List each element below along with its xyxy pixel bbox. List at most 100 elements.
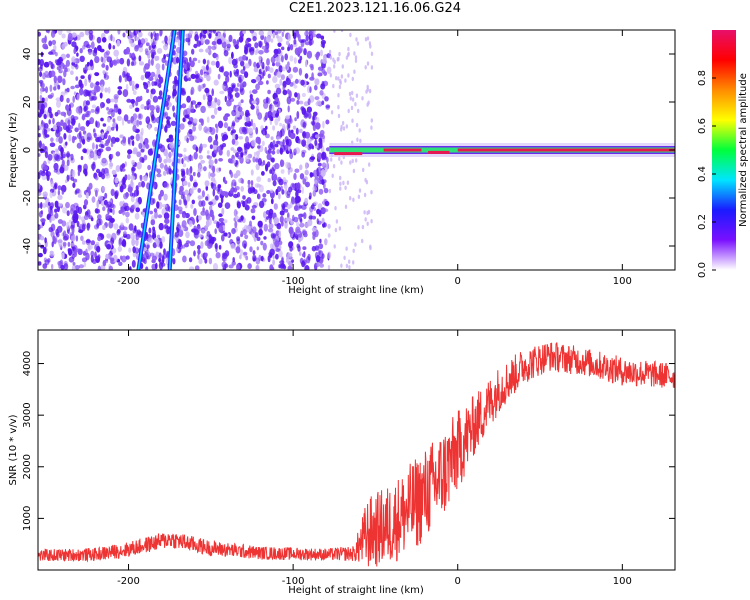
speckle-dot <box>62 207 68 214</box>
speckle-dot <box>356 137 359 142</box>
speckle-dot <box>220 65 225 73</box>
speckle-dot <box>221 41 227 49</box>
speckle-dot <box>297 138 301 144</box>
speckle-dot <box>330 157 333 162</box>
speckle-dot <box>260 62 264 67</box>
speckle-dot <box>285 217 292 222</box>
speckle-dot <box>97 45 102 51</box>
speckle-dot <box>306 106 312 113</box>
speckle-dot <box>245 255 249 261</box>
speckle-dot <box>113 49 119 57</box>
speckle-dot <box>236 263 240 270</box>
speckle-dot <box>267 178 271 183</box>
speckle-dot <box>275 87 282 95</box>
speckle-dot <box>165 152 169 160</box>
speckle-dot <box>130 175 136 181</box>
speckle-dot <box>320 169 326 177</box>
speckle-dot <box>78 122 81 131</box>
speckle-dot <box>265 210 271 215</box>
speckle-dot <box>262 193 267 198</box>
speckle-dot <box>266 216 269 220</box>
speckle-dot <box>61 191 64 195</box>
speckle-dot <box>286 204 291 210</box>
speckle-dot <box>279 215 284 223</box>
speckle-dot <box>230 171 234 178</box>
speckle-dot <box>312 231 317 237</box>
speckle-dot <box>231 261 236 266</box>
speckle-dot <box>299 128 303 134</box>
speckle-dot <box>178 229 184 238</box>
speckle-dot <box>267 73 271 79</box>
speckle-dot <box>38 172 41 180</box>
speckle-dot <box>276 48 282 55</box>
speckle-dot <box>48 40 53 47</box>
speckle-dot <box>309 63 314 68</box>
speckle-dot <box>352 248 355 253</box>
speckle-dot <box>262 70 266 77</box>
speckle-dot <box>67 119 71 126</box>
speckle-dot <box>330 110 334 115</box>
speckle-dot <box>363 192 367 198</box>
speckle-dot <box>132 228 136 234</box>
speckle-dot <box>320 49 323 57</box>
speckle-dot <box>121 117 125 126</box>
y-tick-label: 4000 <box>22 351 33 376</box>
speckle-dot <box>279 210 285 216</box>
speckle-dot <box>369 44 372 49</box>
speckle-dot <box>223 115 228 122</box>
speckle-dot <box>255 97 260 106</box>
speckle-dot <box>94 56 100 64</box>
page-title: C2E1.2023.121.16.06.G24 <box>288 1 462 16</box>
speckle-dot <box>96 200 99 209</box>
speckle-dot <box>181 213 187 219</box>
speckle-dot <box>361 238 364 244</box>
speckle-dot <box>208 257 213 265</box>
speckle-dot <box>40 210 44 215</box>
speckle-dot <box>348 91 352 97</box>
speckle-dot <box>212 189 216 197</box>
speckle-dot <box>241 34 244 42</box>
speckle-dot <box>87 244 93 250</box>
speckle-dot <box>93 86 99 94</box>
speckle-dot <box>128 266 132 270</box>
speckle-dot <box>127 136 131 145</box>
speckle-dot <box>156 78 160 87</box>
speckle-dot <box>206 59 210 66</box>
speckle-dot <box>186 70 190 79</box>
x-tick-label: -200 <box>117 576 140 587</box>
speckle-dot <box>294 117 297 122</box>
speckle-dot <box>356 41 360 46</box>
speckle-dot <box>156 33 159 41</box>
speckle-dot <box>126 154 131 159</box>
speckle-dot <box>294 196 299 204</box>
speckle-dot <box>318 243 324 250</box>
speckle-dot <box>272 145 276 151</box>
spectrogram-x-label: Height of straight line (km) <box>288 285 424 296</box>
speckle-dot <box>112 208 115 215</box>
speckle-dot <box>116 39 121 47</box>
speckle-dot <box>172 50 176 56</box>
speckle-dot <box>91 104 96 109</box>
speckle-dot <box>334 227 338 233</box>
speckle-dot <box>100 56 104 63</box>
speckle-dot <box>154 126 158 132</box>
speckle-dot <box>284 208 289 213</box>
speckle-dot <box>314 179 318 185</box>
speckle-dot <box>158 222 164 231</box>
colorbar-tick-label: 0.2 <box>697 214 708 230</box>
speckle-dot <box>236 201 241 209</box>
speckle-dot <box>215 60 220 69</box>
speckle-dot <box>234 134 239 140</box>
speckle-dot <box>71 59 77 63</box>
speckle-dot <box>366 87 369 92</box>
speckle-dot <box>66 210 70 217</box>
speckle-dot <box>319 263 325 268</box>
speckle-dot <box>150 252 154 257</box>
speckle-dot <box>60 66 64 72</box>
speckle-dot <box>83 89 89 97</box>
speckle-dot <box>326 66 332 75</box>
speckle-dot <box>134 107 140 113</box>
speckle-dot <box>126 98 132 103</box>
speckle-dot <box>208 67 212 75</box>
x-tick-label: -200 <box>117 276 140 287</box>
